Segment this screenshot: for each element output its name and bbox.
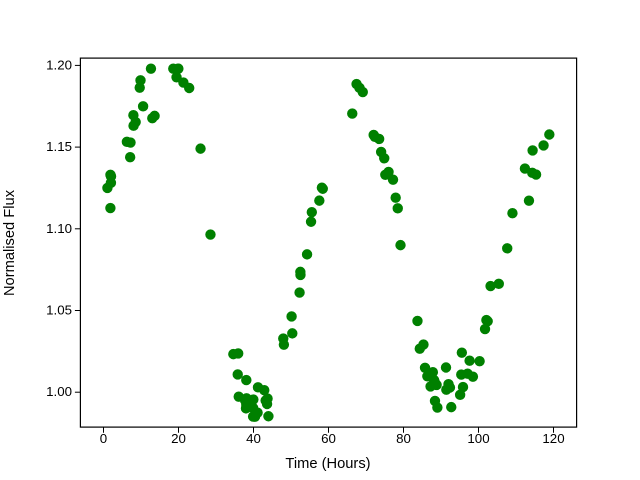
svg-text:80: 80	[396, 431, 411, 446]
svg-text:100: 100	[467, 431, 489, 446]
svg-text:Normalised Flux: Normalised Flux	[2, 189, 18, 296]
svg-text:1.10: 1.10	[46, 221, 72, 236]
svg-text:1.20: 1.20	[46, 57, 72, 72]
svg-text:60: 60	[321, 431, 336, 446]
svg-text:40: 40	[246, 431, 261, 446]
svg-text:1.00: 1.00	[46, 384, 72, 399]
svg-text:1.15: 1.15	[46, 139, 72, 154]
svg-text:1.05: 1.05	[46, 303, 72, 318]
svg-text:120: 120	[542, 431, 564, 446]
svg-text:0: 0	[100, 431, 107, 446]
svg-text:Time (Hours): Time (Hours)	[285, 456, 370, 472]
svg-text:20: 20	[171, 431, 186, 446]
